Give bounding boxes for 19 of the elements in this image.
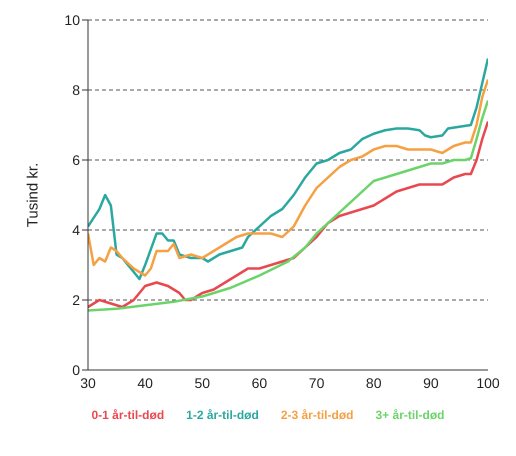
y-tick-label: 6 — [72, 152, 80, 168]
text: 1-2 år-til-død — [186, 408, 259, 422]
x-tick-label: 90 — [423, 374, 439, 391]
y-tick-label: 10 — [64, 12, 80, 28]
y-tick-label: 2 — [72, 292, 80, 308]
x-tick-label: 50 — [194, 374, 210, 391]
text: 0-1 år-til-død — [91, 408, 164, 422]
x-tick-label: 80 — [366, 374, 382, 391]
text: 3+ år-til-død — [376, 408, 445, 422]
x-tick-label: 40 — [137, 374, 154, 391]
x-tick-label: 100 — [476, 374, 500, 391]
y-axis-title: Tusind kr. — [24, 162, 42, 228]
y-tick-label: 8 — [72, 82, 80, 98]
y-tick-label: 0 — [72, 362, 80, 378]
text: 2-3 år-til-død — [280, 408, 354, 422]
x-tick-label: 30 — [80, 374, 96, 391]
y-tick-label: 4 — [72, 222, 80, 238]
x-tick-label: 60 — [252, 374, 268, 391]
x-tick-label: 70 — [308, 374, 325, 391]
